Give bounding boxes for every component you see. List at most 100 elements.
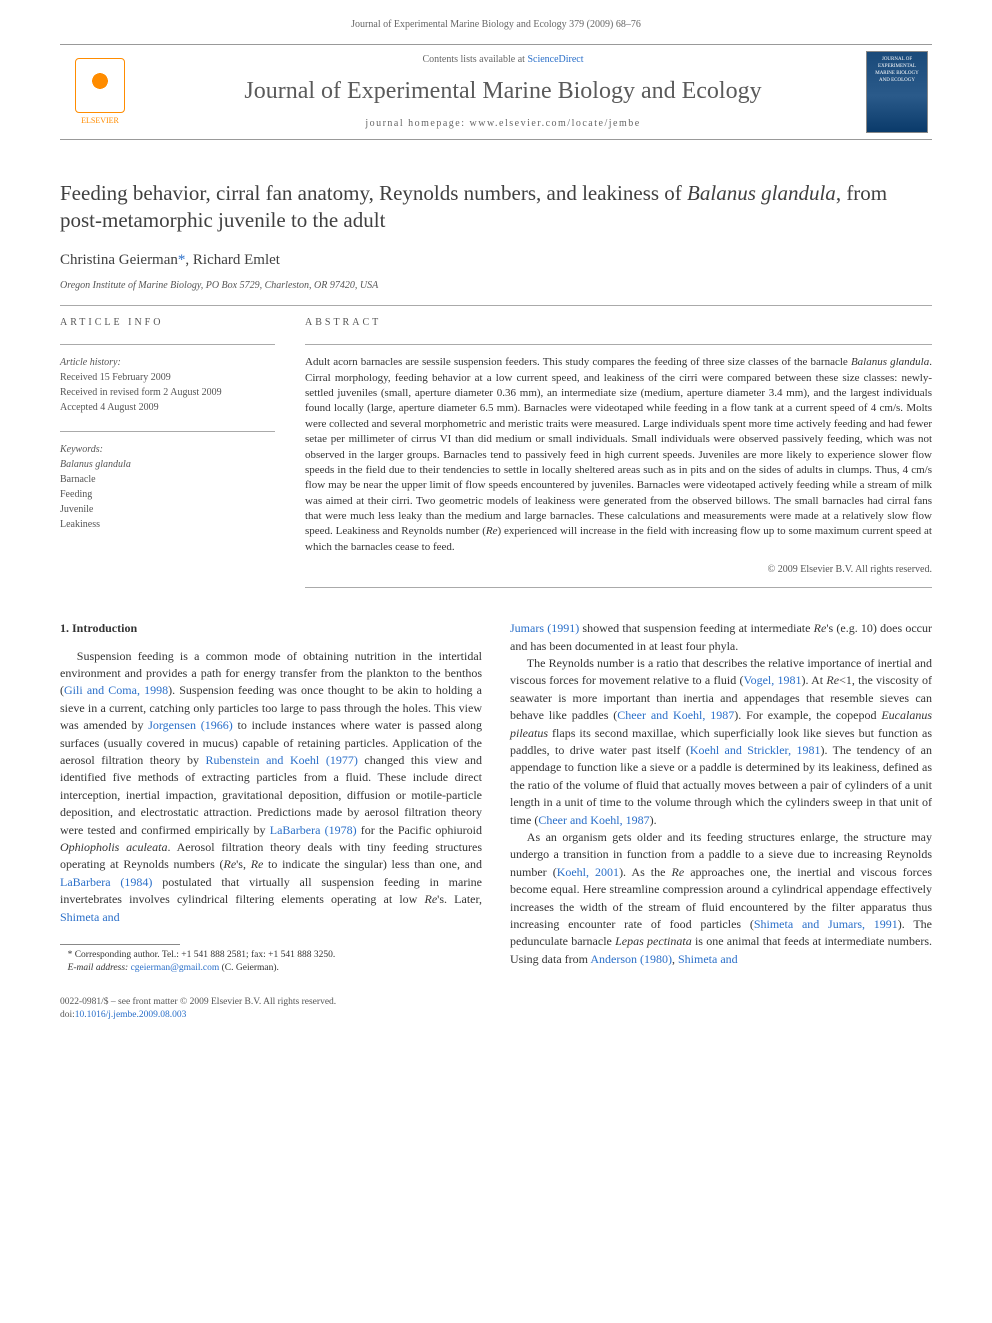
cite-labarbera84[interactable]: LaBarbera (1984)	[60, 875, 152, 889]
running-head: Journal of Experimental Marine Biology a…	[0, 0, 992, 44]
footer-line1: 0022-0981/$ – see front matter © 2009 El…	[60, 996, 932, 1009]
keyword-4: Juvenile	[60, 502, 275, 517]
abs-t1: Adult acorn barnacles are sessile suspen…	[305, 356, 851, 368]
rule-kw	[60, 431, 275, 432]
history-accepted: Accepted 4 August 2009	[60, 400, 275, 415]
corr-line1: * Corresponding author. Tel.: +1 541 888…	[60, 949, 482, 962]
article-info-heading: ARTICLE INFO	[60, 316, 275, 330]
rule-top	[60, 305, 932, 306]
intro-para-2: The Reynolds number is a ratio that desc…	[510, 655, 932, 829]
c2-p2b: ). At	[802, 673, 827, 687]
cite-vogel[interactable]: Vogel, 1981	[743, 673, 801, 687]
c1-sp1: Ophiopholis aculeata	[60, 840, 167, 854]
c2-p3re1: Re	[672, 865, 685, 879]
cite-cheer-a[interactable]: Cheer and Koehl, 1987	[617, 708, 734, 722]
cite-gili[interactable]: Gili and Coma, 1998	[64, 683, 168, 697]
footer-doi-line: doi:10.1016/j.jembe.2009.08.003	[60, 1009, 932, 1022]
journal-name: Journal of Experimental Marine Biology a…	[140, 75, 866, 109]
article: Feeding behavior, cirral fan anatomy, Re…	[60, 180, 932, 976]
author-2: Richard Emlet	[193, 252, 280, 268]
abs-species: Balanus glandula	[851, 356, 929, 368]
c2-t1: showed that suspension feeding at interm…	[579, 621, 813, 635]
c1-t5: for the Pacific ophiuroid	[357, 823, 482, 837]
cite-jorgensen[interactable]: Jorgensen (1966)	[148, 718, 233, 732]
page-footer: 0022-0981/$ – see front matter © 2009 El…	[60, 996, 932, 1023]
cite-koehl-strickler[interactable]: Koehl and Strickler, 1981	[690, 743, 821, 757]
body-col-left: 1. Introduction Suspension feeding is a …	[60, 620, 482, 975]
doi-label: doi:	[60, 1010, 75, 1020]
c2-p2re1: Re	[826, 673, 839, 687]
doi-link[interactable]: 10.1016/j.jembe.2009.08.003	[75, 1010, 187, 1020]
article-info-col: ARTICLE INFO Article history: Received 1…	[60, 316, 275, 598]
body-columns: 1. Introduction Suspension feeding is a …	[60, 620, 932, 975]
article-history: Article history: Received 15 February 20…	[60, 355, 275, 415]
affiliation: Oregon Institute of Marine Biology, PO B…	[60, 279, 932, 293]
cite-cheer-b[interactable]: Cheer and Koehl, 1987	[538, 813, 649, 827]
history-label: Article history:	[60, 355, 275, 370]
rule-abs	[305, 344, 932, 345]
history-revised: Received in revised form 2 August 2009	[60, 385, 275, 400]
rule-info	[60, 344, 275, 345]
meta-abstract-row: ARTICLE INFO Article history: Received 1…	[60, 316, 932, 598]
cite-rubenstein[interactable]: Rubenstein and Koehl (1977)	[206, 753, 358, 767]
masthead: ELSEVIER Contents lists available at Sci…	[60, 44, 932, 140]
elsevier-logo: ELSEVIER	[60, 47, 140, 137]
cite-shimeta-d[interactable]: Shimeta and	[678, 952, 738, 966]
title-pre: Feeding behavior, cirral fan anatomy, Re…	[60, 181, 687, 205]
author-sep: ,	[185, 252, 193, 268]
contents-prefix: Contents lists available at	[422, 54, 527, 65]
corr-line2: E-mail address: cgeierman@gmail.com (C. …	[60, 962, 482, 975]
keywords-block: Keywords: Balanus glandula Barnacle Feed…	[60, 442, 275, 532]
body-col-right: Jumars (1991) showed that suspension fee…	[510, 620, 932, 975]
elsevier-tree-icon	[75, 58, 125, 113]
c1-re1: Re	[223, 857, 236, 871]
journal-cover-thumb: JOURNAL OF EXPERIMENTAL MARINE BIOLOGY A…	[866, 51, 928, 133]
cite-shimeta-c[interactable]: Shimeta and Jumars, 1991	[754, 917, 898, 931]
c2-sp2: Lepas pectinata	[615, 934, 692, 948]
copyright: © 2009 Elsevier B.V. All rights reserved…	[305, 563, 932, 577]
cite-labarbera78[interactable]: LaBarbera (1978)	[270, 823, 357, 837]
contents-line: Contents lists available at ScienceDirec…	[140, 53, 866, 67]
c1-t10: 's. Later,	[437, 892, 482, 906]
cite-anderson[interactable]: Anderson (1980)	[590, 952, 672, 966]
corr-email[interactable]: cgeierman@gmail.com	[131, 963, 220, 973]
c1-t7: 's,	[236, 857, 251, 871]
corr-email-label: E-mail address:	[68, 963, 131, 973]
elsevier-label: ELSEVIER	[81, 115, 119, 126]
masthead-center: Contents lists available at ScienceDirec…	[140, 45, 866, 139]
title-species: Balanus glandula	[687, 181, 836, 205]
keyword-5: Leakiness	[60, 517, 275, 532]
intro-para-1-cont: Jumars (1991) showed that suspension fee…	[510, 620, 932, 655]
author-1: Christina Geierman	[60, 252, 178, 268]
homepage-url[interactable]: www.elsevier.com/locate/jembe	[470, 118, 641, 129]
corr-who: (C. Geierman).	[219, 963, 279, 973]
corresponding-footnote: * Corresponding author. Tel.: +1 541 888…	[60, 949, 482, 976]
section-1-heading: 1. Introduction	[60, 620, 482, 637]
cite-shimeta-a[interactable]: Shimeta and	[60, 910, 120, 924]
keyword-2: Barnacle	[60, 472, 275, 487]
rule-abs-bot	[305, 587, 932, 588]
keywords-label: Keywords:	[60, 442, 275, 457]
cite-shimeta-b[interactable]: Jumars (1991)	[510, 621, 579, 635]
intro-para-3: As an organism gets older and its feedin…	[510, 829, 932, 968]
c2-p2d: ). For example, the copepod	[734, 708, 881, 722]
abs-t2: . Cirral morphology, feeding behavior at…	[305, 356, 932, 537]
abstract-text: Adult acorn barnacles are sessile suspen…	[305, 355, 932, 555]
abstract-col: ABSTRACT Adult acorn barnacles are sessi…	[305, 316, 932, 598]
journal-homepage: journal homepage: www.elsevier.com/locat…	[140, 117, 866, 131]
cover-text: JOURNAL OF EXPERIMENTAL MARINE BIOLOGY A…	[871, 56, 923, 84]
authors-line: Christina Geierman*, Richard Emlet	[60, 250, 932, 271]
c2-p3b: ). As the	[619, 865, 671, 879]
sciencedirect-link[interactable]: ScienceDirect	[527, 54, 583, 65]
keyword-1-text: Balanus glandula	[60, 459, 131, 470]
history-received: Received 15 February 2009	[60, 370, 275, 385]
keyword-1: Balanus glandula	[60, 457, 275, 472]
cite-koehl01[interactable]: Koehl, 2001	[557, 865, 619, 879]
c1-re2: Re	[251, 857, 264, 871]
c1-t8: to indicate the singular) less than one,…	[263, 857, 482, 871]
c2-p2g: ).	[650, 813, 657, 827]
c2-re1: Re	[814, 621, 827, 635]
intro-para-1: Suspension feeding is a common mode of o…	[60, 648, 482, 926]
abs-re: Re	[486, 525, 498, 537]
footnote-rule	[60, 944, 180, 945]
